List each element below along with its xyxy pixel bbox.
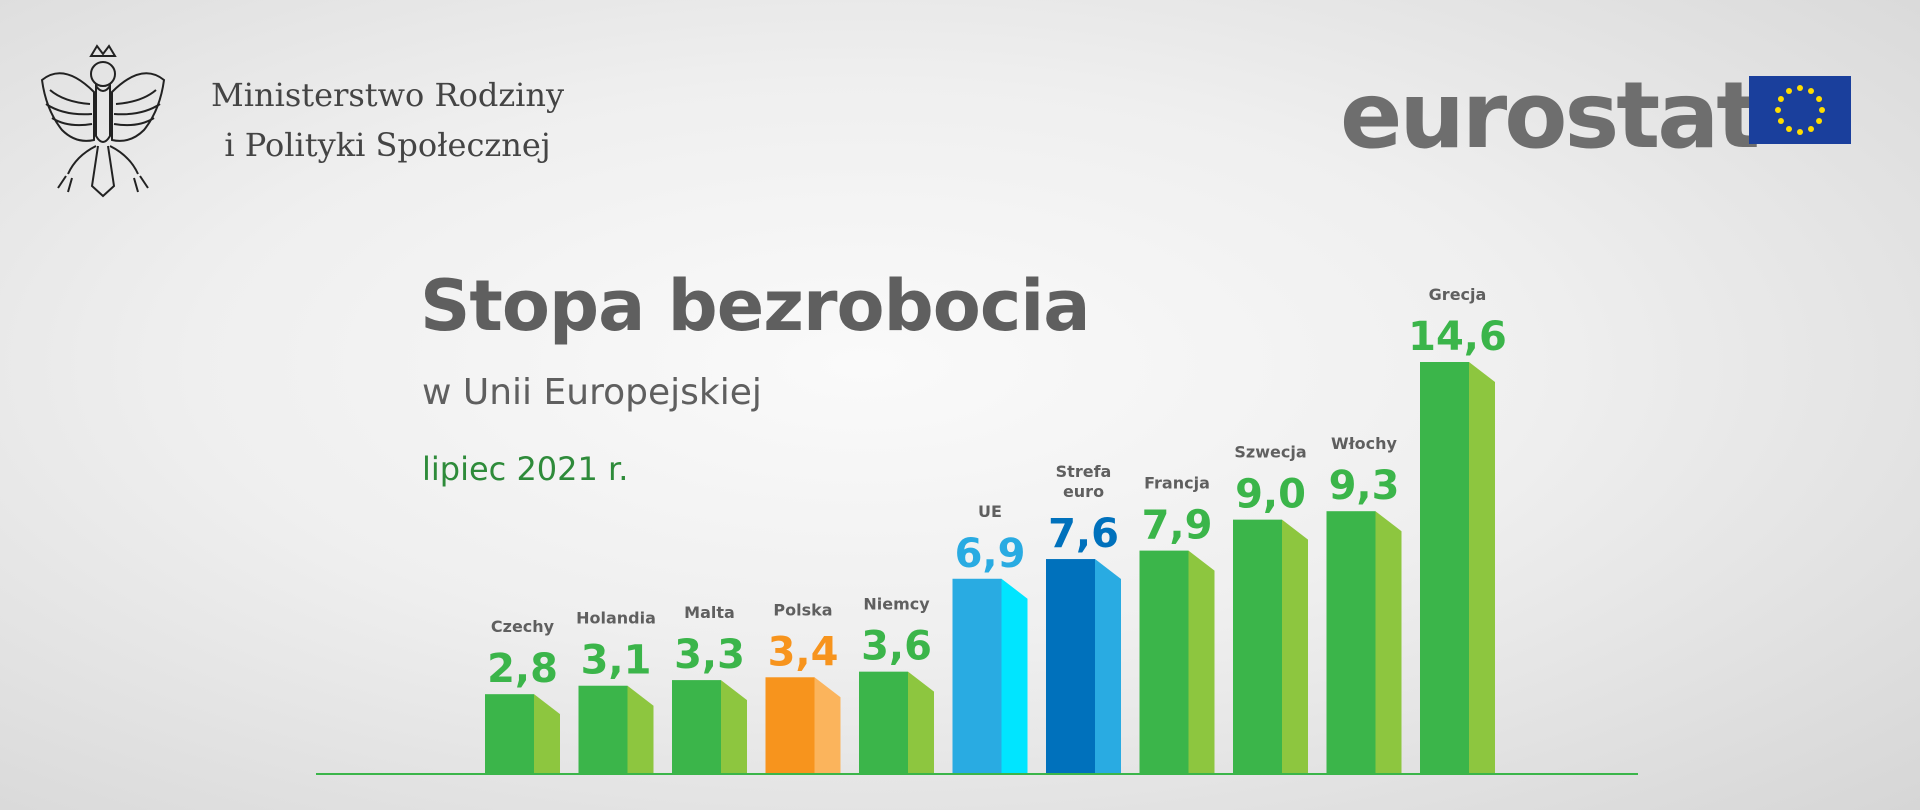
bar-francja <box>1139 550 1189 773</box>
eu-star-icon <box>1797 85 1803 91</box>
bar-side <box>627 685 654 773</box>
category-label: Holandia <box>576 609 656 628</box>
bar-group: 9,3 Włochy <box>1326 434 1402 773</box>
eu-star-icon <box>1786 126 1792 133</box>
category-label: Grecja <box>1429 285 1487 304</box>
value-label: 2,8 <box>487 646 558 692</box>
bar-ue <box>952 578 1002 773</box>
value-label: 3,4 <box>768 629 839 675</box>
category-label: Strefa <box>1056 462 1112 481</box>
value-label: 3,6 <box>861 624 932 670</box>
eu-star-icon <box>1786 87 1792 94</box>
bar-side <box>1001 578 1028 773</box>
category-label: Włochy <box>1331 434 1397 453</box>
bar-malta <box>672 680 721 773</box>
bar-group: 2,8 Czechy <box>485 617 560 773</box>
value-label: 6,9 <box>955 531 1026 577</box>
bar-side <box>1282 519 1308 773</box>
bar-group: 7,9 Francja <box>1139 474 1215 773</box>
eu-star-icon <box>1777 96 1784 102</box>
value-label: 9,0 <box>1235 472 1306 518</box>
eu-star-icon <box>1808 126 1814 133</box>
ministry-line-1: Ministerstwo Rodziny <box>211 76 565 114</box>
category-label: Czechy <box>491 617 555 636</box>
bar-side <box>721 680 747 773</box>
category-label: Francja <box>1144 474 1210 493</box>
bar-side <box>534 694 560 773</box>
bar-side <box>1188 550 1215 773</box>
eu-star-icon <box>1797 129 1803 135</box>
category-label: UE <box>978 502 1002 521</box>
bar-group: 14,6 Grecja <box>1408 285 1507 773</box>
bar-side <box>814 677 841 773</box>
bar-szwecja <box>1233 519 1282 773</box>
bar-niemcy <box>859 671 908 773</box>
bar-side <box>1375 511 1402 773</box>
chart-title: Stopa bezrobocia <box>420 265 1091 347</box>
category-label: Polska <box>773 600 832 619</box>
bar-group: 3,6 Niemcy <box>859 595 934 773</box>
eurostat-logo: eurostat <box>1340 62 1760 169</box>
polish-eagle-emblem-icon <box>40 44 166 198</box>
eu-star-icon <box>1777 118 1784 124</box>
bar-group: 9,0 Szwecja <box>1233 443 1308 773</box>
value-label: 9,3 <box>1329 463 1400 509</box>
eu-star-icon <box>1816 118 1823 124</box>
bar-side <box>908 671 934 773</box>
eu-star-icon <box>1819 107 1825 113</box>
bar-side <box>1095 559 1121 773</box>
value-label: 7,9 <box>1142 503 1213 549</box>
eu-flag-icon <box>1749 76 1851 144</box>
category-label: Malta <box>684 603 735 622</box>
bar-czechy <box>485 694 534 773</box>
bar-strefa-euro <box>1046 559 1095 773</box>
category-label: euro <box>1063 482 1104 501</box>
bar-group: 6,9 UE <box>952 502 1028 773</box>
bar-side <box>1469 362 1495 773</box>
bar-group: 3,1 Holandia <box>576 609 656 773</box>
chart-period: lipiec 2021 r. <box>422 450 629 488</box>
bar-holandia <box>578 685 628 773</box>
value-label: 14,6 <box>1408 314 1507 360</box>
eu-star-icon <box>1816 96 1823 102</box>
bar-polska <box>765 677 815 773</box>
bar-grecja <box>1420 362 1469 773</box>
bar-group: 3,3 Malta <box>672 603 747 773</box>
eu-star-icon <box>1775 107 1781 113</box>
bar-włochy <box>1326 511 1376 773</box>
value-label: 7,6 <box>1048 511 1119 557</box>
category-label: Niemcy <box>863 595 930 614</box>
ministry-line-2: i Polityki Społecznej <box>224 126 551 164</box>
value-label: 3,3 <box>674 632 745 678</box>
value-label: 3,1 <box>581 638 652 684</box>
eu-star-icon <box>1808 87 1814 94</box>
bar-group: 3,4 Polska <box>765 600 841 773</box>
category-label: Szwecja <box>1234 443 1306 462</box>
chart-subtitle: w Unii Europejskiej <box>422 372 762 413</box>
ministry-name: Ministerstwo Rodziny i Polityki Społeczn… <box>211 70 564 170</box>
